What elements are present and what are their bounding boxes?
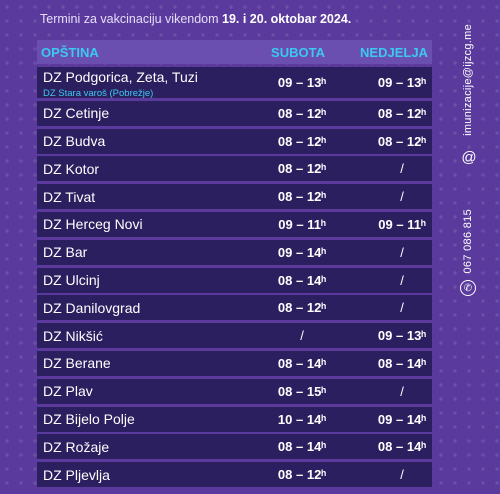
row-sunday-hours: 08 – 14ʰ bbox=[377, 355, 427, 371]
table-row: DZ Cetinje 08 – 12ʰ 08 – 12ʰ bbox=[37, 100, 432, 126]
row-sunday-hours: 08 – 12ʰ bbox=[377, 133, 427, 149]
row-name: DZ Rožaje bbox=[43, 438, 110, 455]
row-name: DZ Bijelo Polje bbox=[43, 411, 135, 428]
row-name: DZ Kotor bbox=[43, 160, 100, 177]
row-name: DZ Tivat bbox=[43, 188, 96, 205]
row-saturday-hours: 08 – 14ʰ bbox=[277, 355, 327, 371]
row-sunday-hours: 09 – 13ʰ bbox=[377, 75, 427, 90]
table-row: DZ Berane 08 – 14ʰ 08 – 14ʰ bbox=[37, 350, 432, 376]
column-header-sunday: NEDJELJA bbox=[360, 44, 428, 60]
row-sunday-hours: 08 – 14ʰ bbox=[377, 439, 427, 455]
schedule-table: OPŠTINA SUBOTA NEDJELJA DZ Podgorica, Ze… bbox=[37, 40, 432, 490]
row-name-block: DZ Podgorica, Zeta, Tuzi DZ Stara varoš (… bbox=[43, 69, 198, 99]
row-saturday-hours: 08 – 12ʰ bbox=[277, 105, 327, 121]
table-row: DZ Ulcinj 08 – 14ʰ / bbox=[37, 267, 432, 293]
row-saturday-hours: 08 – 14ʰ bbox=[277, 439, 327, 455]
table-row: DZ Rožaje 08 – 14ʰ 08 – 14ʰ bbox=[37, 434, 432, 460]
table-header: OPŠTINA SUBOTA NEDJELJA bbox=[37, 40, 432, 64]
row-saturday-hours: / bbox=[300, 328, 304, 344]
row-saturday-hours: 08 – 12ʰ bbox=[277, 133, 327, 149]
row-name: DZ Nikšić bbox=[43, 327, 103, 344]
row-saturday-hours: 09 – 11ʰ bbox=[278, 216, 326, 232]
table-row: DZ Nikšić / 09 – 13ʰ bbox=[37, 323, 432, 349]
table-row: DZ Danilovgrad 08 – 12ʰ / bbox=[37, 295, 432, 321]
table-row: DZ Tivat 08 – 12ʰ / bbox=[37, 184, 432, 210]
column-header-name: OPŠTINA bbox=[41, 44, 99, 60]
row-saturday-hours: 08 – 12ʰ bbox=[277, 189, 327, 205]
table-body: DZ Podgorica, Zeta, Tuzi DZ Stara varoš (… bbox=[37, 67, 432, 488]
row-sunday-hours: / bbox=[400, 300, 404, 316]
contact-sidebar: imunizacije@ijzcg.me @ 067 086 815 ✆ bbox=[456, 24, 486, 296]
row-sunday-hours: / bbox=[400, 161, 404, 177]
row-sunday-hours: / bbox=[400, 189, 404, 205]
table-row: DZ Podgorica, Zeta, Tuzi DZ Stara varoš (… bbox=[37, 67, 432, 99]
row-sunday-hours: / bbox=[400, 272, 404, 288]
table-row: DZ Bijelo Polje 10 – 14ʰ 09 – 14ʰ bbox=[37, 406, 432, 432]
row-sunday-hours: / bbox=[400, 467, 404, 483]
row-sunday-hours: 09 – 11ʰ bbox=[378, 216, 426, 232]
row-saturday-hours: 08 – 15ʰ bbox=[277, 383, 327, 399]
row-name: DZ Berane bbox=[43, 355, 111, 372]
row-subname: DZ Stara varoš (Pobrežje) bbox=[43, 88, 154, 99]
title-prefix: Termini za vakcinaciju vikendom bbox=[40, 12, 223, 26]
row-saturday-hours: 09 – 14ʰ bbox=[277, 244, 327, 260]
row-name: DZ Podgorica, Zeta, Tuzi bbox=[43, 69, 198, 85]
row-name: DZ Bar bbox=[43, 244, 88, 261]
table-row: DZ Herceg Novi 09 – 11ʰ 09 – 11ʰ bbox=[37, 211, 432, 237]
row-name: DZ Herceg Novi bbox=[43, 216, 143, 233]
row-name: DZ Budva bbox=[43, 133, 106, 150]
contact-email: imunizacije@ijzcg.me bbox=[462, 24, 474, 136]
row-sunday-hours: / bbox=[400, 244, 404, 260]
row-name: DZ Ulcinj bbox=[43, 272, 100, 289]
row-sunday-hours: 08 – 12ʰ bbox=[377, 105, 427, 121]
row-saturday-hours: 08 – 14ʰ bbox=[277, 272, 327, 288]
contact-phone: 067 086 815 bbox=[462, 209, 474, 274]
row-name: DZ Pljevlja bbox=[43, 466, 110, 483]
row-saturday-hours: 08 – 12ʰ bbox=[277, 467, 327, 483]
table-row: DZ Pljevlja 08 – 12ʰ / bbox=[37, 462, 432, 488]
row-name: DZ Cetinje bbox=[43, 105, 110, 122]
column-header-saturday: SUBOTA bbox=[271, 44, 325, 60]
row-name: DZ Plav bbox=[43, 383, 93, 400]
row-saturday-hours: 08 – 12ʰ bbox=[277, 161, 327, 177]
row-sunday-hours: 09 – 13ʰ bbox=[377, 328, 427, 344]
row-saturday-hours: 09 – 13ʰ bbox=[277, 75, 327, 90]
row-name: DZ Danilovgrad bbox=[43, 299, 141, 316]
table-row: DZ Plav 08 – 15ʰ / bbox=[37, 378, 432, 404]
phone-icon: ✆ bbox=[460, 280, 476, 296]
row-sunday-hours: 09 – 14ʰ bbox=[377, 411, 427, 427]
table-row: DZ Bar 09 – 14ʰ / bbox=[37, 239, 432, 265]
row-saturday-hours: 10 – 14ʰ bbox=[277, 411, 327, 427]
title-dates: 19. i 20. oktobar 2024. bbox=[222, 12, 352, 26]
row-saturday-hours: 08 – 12ʰ bbox=[277, 300, 327, 316]
at-icon: @ bbox=[461, 148, 477, 166]
page-title: Termini za vakcinaciju vikendom 19. i 20… bbox=[40, 12, 351, 26]
table-row: DZ Budva 08 – 12ʰ 08 – 12ʰ bbox=[37, 128, 432, 154]
row-sunday-hours: / bbox=[400, 383, 404, 399]
table-row: DZ Kotor 08 – 12ʰ / bbox=[37, 156, 432, 182]
